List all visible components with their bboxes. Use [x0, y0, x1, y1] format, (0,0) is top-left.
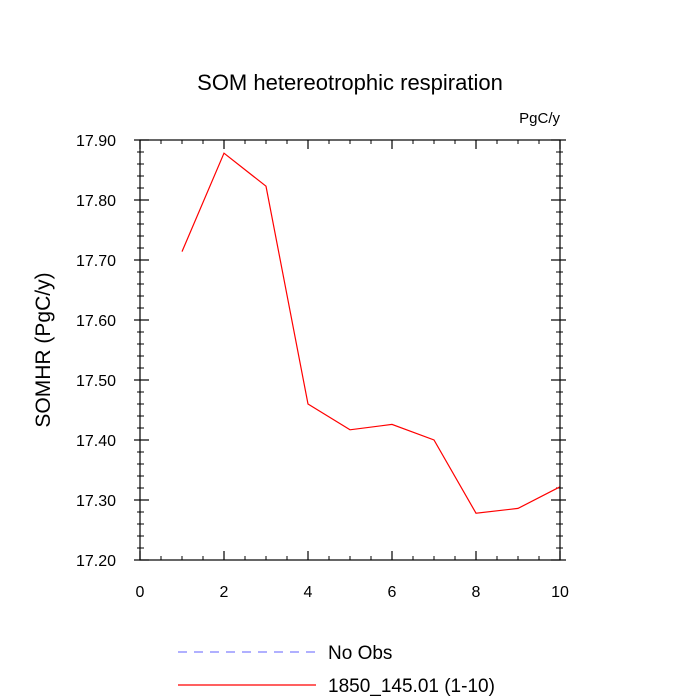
chart-title: SOM hetereotrophic respiration	[197, 70, 503, 95]
y-axis-label: SOMHR (PgC/y)	[32, 272, 55, 427]
y-tick-label: 17.70	[76, 253, 116, 270]
legend-label: 1850_145.01 (1-10)	[328, 676, 495, 697]
x-tick-label: 2	[220, 584, 229, 601]
y-tick-label: 17.60	[76, 313, 116, 330]
series-line	[181, 152, 561, 514]
y-tick-label: 17.80	[76, 193, 116, 210]
legend-label: No Obs	[328, 643, 392, 664]
axis-ticks	[134, 139, 566, 561]
legend: No Obs 1850_145.01 (1-10)	[178, 643, 495, 697]
plot-frame	[139, 139, 561, 561]
x-tick-label: 4	[304, 584, 313, 601]
x-tick-label: 8	[472, 584, 481, 601]
y-tick-label: 17.30	[76, 493, 116, 510]
y-tick-label: 17.50	[76, 373, 116, 390]
series-layer	[181, 152, 561, 514]
y-tick-label: 17.40	[76, 433, 116, 450]
units-label: PgC/y	[519, 110, 560, 127]
x-tick-label: 10	[551, 584, 569, 601]
tick-labels: 0 2 4 6 8 10 17.20 17.30 17.40 17.50 17.60 17.70 17.…	[76, 133, 569, 601]
x-tick-label: 6	[388, 584, 397, 601]
x-tick-label: 0	[136, 584, 145, 601]
y-tick-label: 17.90	[76, 133, 116, 150]
y-tick-label: 17.20	[76, 553, 116, 570]
